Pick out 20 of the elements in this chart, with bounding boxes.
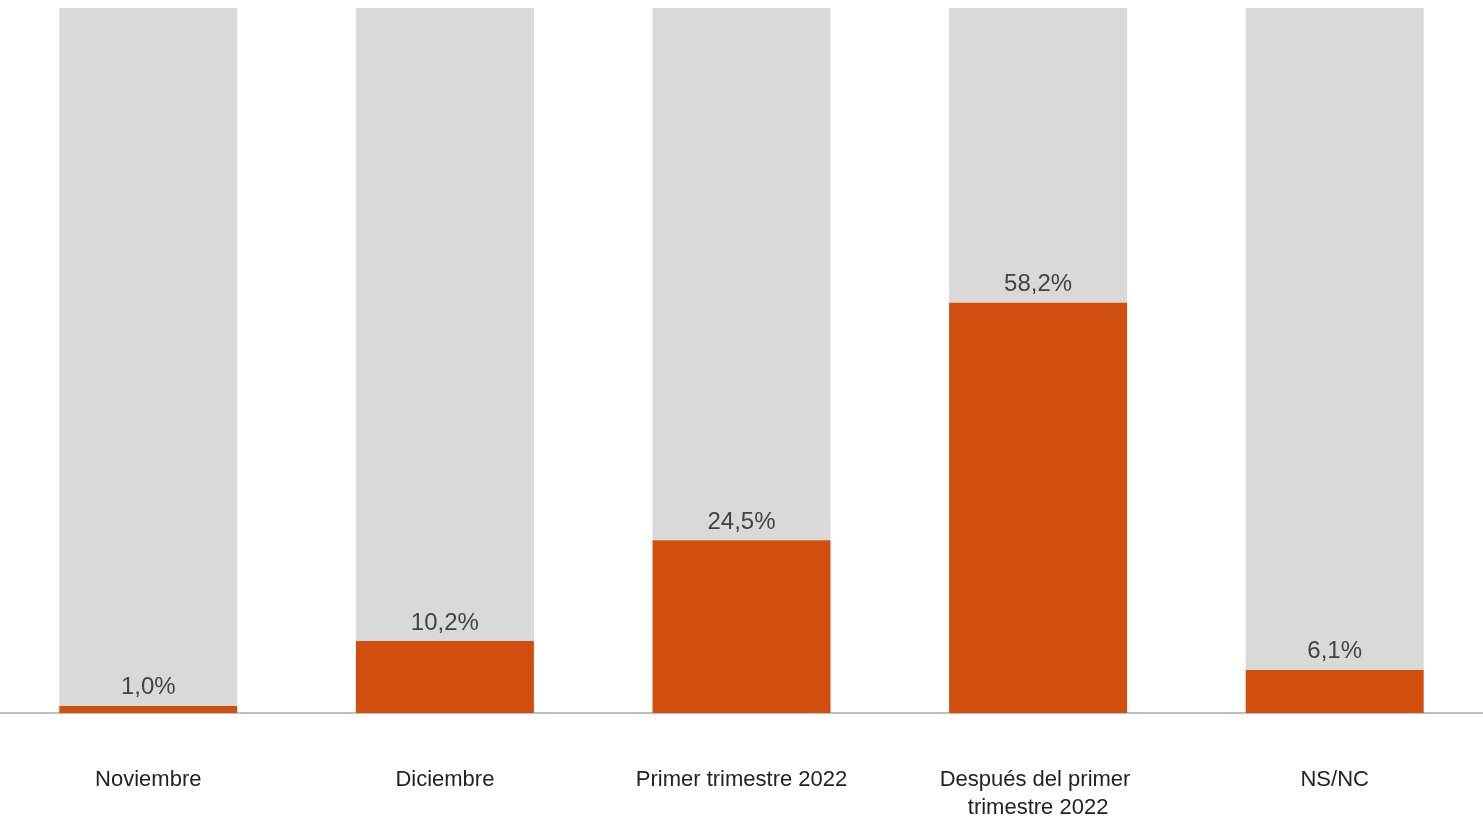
data-label: 24,5% <box>707 506 776 534</box>
data-label: 58,2% <box>1004 269 1073 297</box>
bar <box>355 641 534 713</box>
x-tick-label: Primer trimestre 2022 <box>635 765 848 791</box>
x-tick-label: Noviembre <box>95 765 202 791</box>
data-label: 6,1% <box>1307 636 1363 664</box>
bar <box>652 540 831 713</box>
bar <box>1245 670 1424 713</box>
bar <box>949 302 1128 713</box>
bar <box>1245 8 1424 670</box>
data-label: 1,0% <box>120 672 176 700</box>
bar <box>355 8 534 642</box>
bar <box>652 8 831 541</box>
bar <box>949 8 1128 303</box>
data-label: 10,2% <box>410 607 479 635</box>
bar <box>59 8 238 706</box>
x-tick-label: Después del primer trimestre 2022 <box>939 765 1137 819</box>
x-tick-label: NS/NC <box>1300 765 1370 791</box>
bar <box>59 705 238 713</box>
x-tick-label: Diciembre <box>395 765 495 791</box>
